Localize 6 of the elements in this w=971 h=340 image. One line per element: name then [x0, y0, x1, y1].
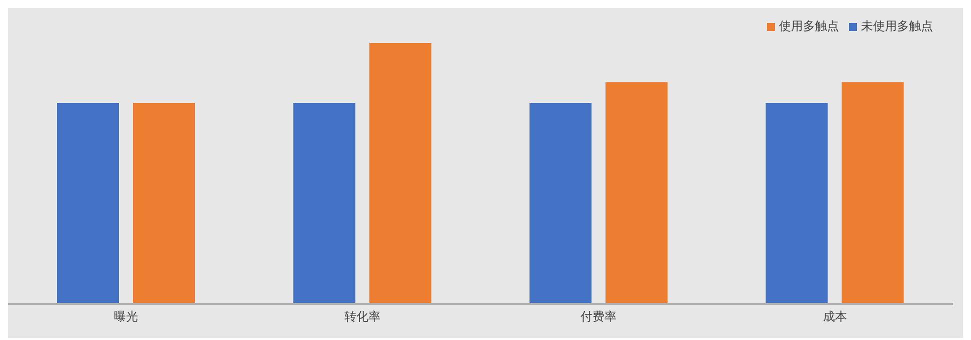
- legend-label: 未使用多触点: [861, 19, 933, 33]
- x-tick-label: 成本: [822, 310, 847, 324]
- x-tick-label: 付费率: [580, 310, 617, 324]
- x-tick-label: 曝光: [114, 310, 138, 324]
- x-tick-label: 转化率: [344, 310, 380, 324]
- legend-label: 使用多触点: [779, 19, 839, 33]
